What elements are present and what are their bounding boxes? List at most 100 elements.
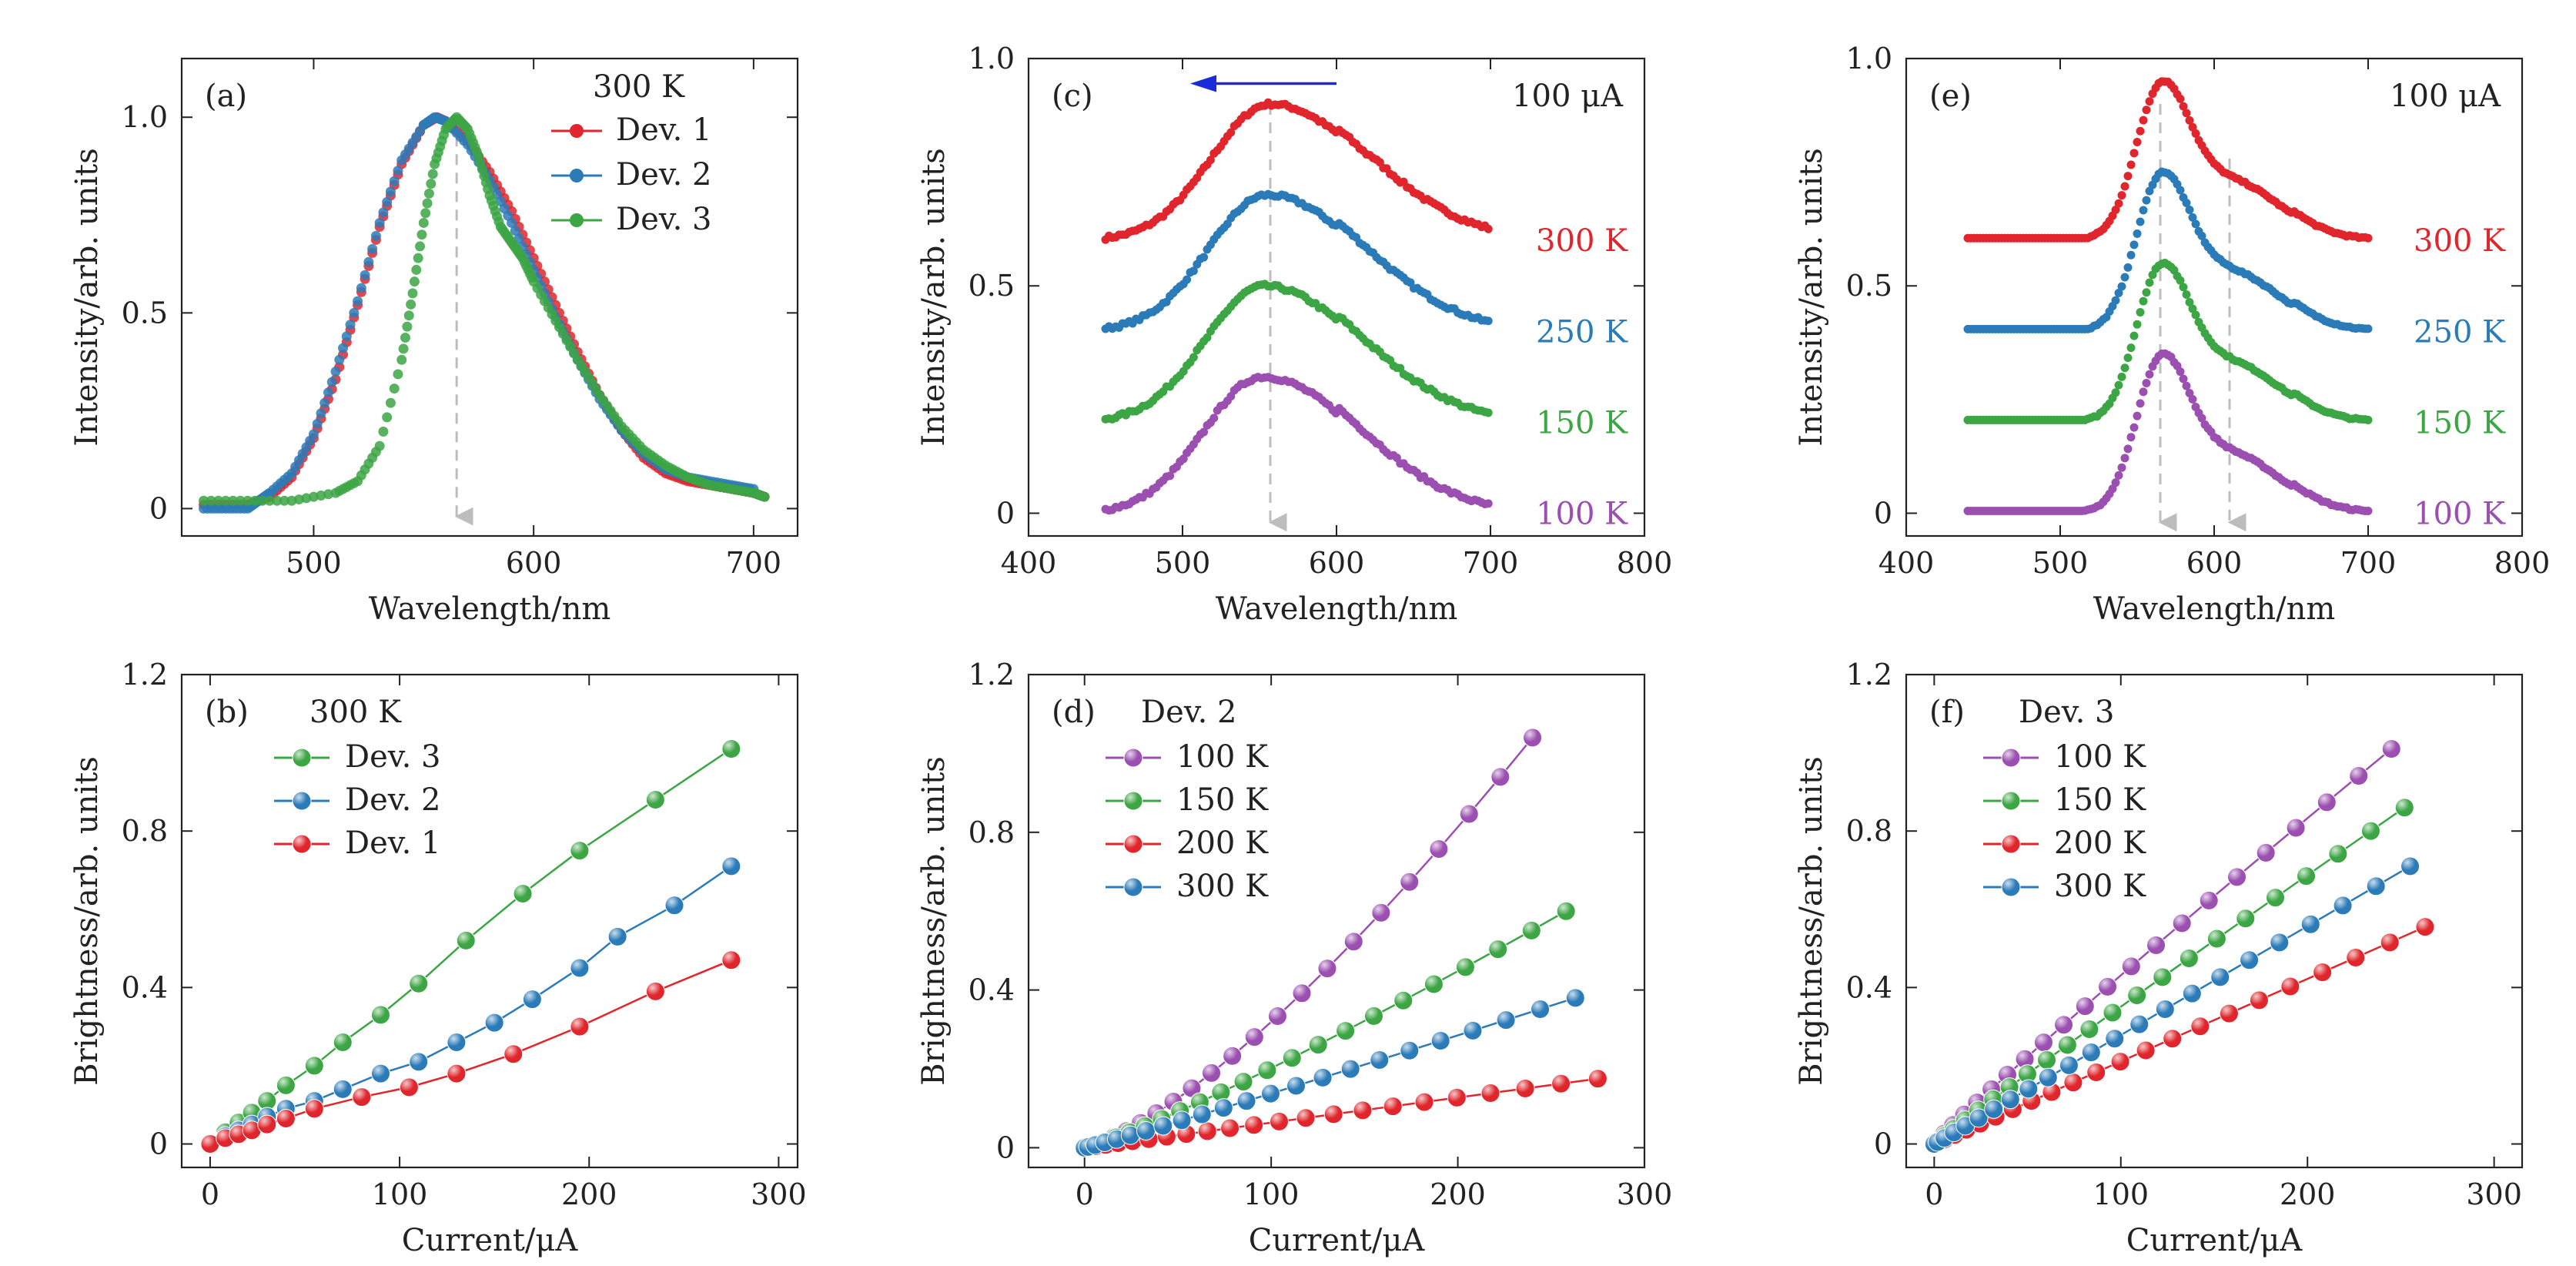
data-point-shade	[2270, 933, 2289, 952]
data-point-shade	[1456, 957, 1475, 976]
data-point-shade	[1268, 1006, 1287, 1026]
data-point	[2133, 411, 2142, 420]
data-point-shade	[2346, 948, 2365, 967]
data-point-shade	[570, 841, 589, 860]
data-point-shade	[1261, 1084, 1280, 1104]
data-point-shade	[1522, 921, 1541, 940]
series-label: 300 K	[2414, 223, 2506, 259]
data-point-shade	[2063, 1073, 2083, 1092]
data-point-shade	[1309, 1035, 1328, 1054]
data-point-shade	[2250, 990, 2269, 1010]
data-point	[353, 296, 363, 306]
y-axis-label: Intensity/arb. units	[69, 148, 105, 446]
data-point-shade	[721, 739, 741, 759]
panel-tag: (b)	[205, 695, 249, 730]
panel-tag: (c)	[1052, 79, 1093, 114]
data-point	[2136, 399, 2145, 408]
data-point-shade	[1293, 983, 1312, 1003]
legend-marker-shade	[2002, 835, 2020, 853]
data-point	[2145, 278, 2154, 287]
data-point	[2176, 94, 2185, 103]
panel-tag: (e)	[1929, 79, 1972, 114]
data-point	[2364, 233, 2373, 243]
data-point-shade	[1490, 767, 1510, 786]
data-point	[345, 320, 356, 330]
data-point-shade	[1223, 1047, 1242, 1066]
data-point-shade	[1211, 1083, 1230, 1102]
data-point-shade	[2200, 891, 2219, 910]
data-point	[2120, 182, 2129, 191]
series-250-k	[1963, 167, 2373, 333]
series-300-k	[1101, 98, 1493, 244]
data-point	[2179, 102, 2188, 111]
y-tick-label: 0.8	[122, 814, 168, 848]
data-point	[2133, 320, 2142, 329]
data-point-shade	[2183, 984, 2202, 1003]
data-point	[2136, 217, 2145, 226]
data-point-shade	[2349, 766, 2368, 785]
data-point-shade	[2058, 1036, 2077, 1055]
legend-marker	[570, 124, 584, 138]
data-point	[393, 166, 403, 176]
data-point	[2123, 263, 2133, 272]
y-axis-label: Intensity/arb. units	[1794, 148, 1829, 446]
data-point	[400, 333, 410, 343]
data-point-shade	[1481, 1083, 1500, 1103]
x-tick-label: 400	[1878, 546, 1935, 580]
shift-arrow-head	[1190, 75, 1216, 92]
data-point-shade	[2156, 1000, 2175, 1019]
data-point	[2145, 97, 2154, 106]
data-point	[510, 226, 520, 236]
data-point	[2117, 191, 2126, 200]
data-point	[264, 495, 275, 506]
data-point-shade	[1336, 1021, 1355, 1040]
data-point	[279, 495, 289, 506]
data-point	[396, 354, 407, 365]
data-point	[235, 495, 246, 506]
data-point-shade	[1270, 1112, 1289, 1131]
series-150-k	[1924, 798, 2414, 1154]
data-point-shade	[1237, 1091, 1256, 1110]
x-tick-label: 0	[1076, 1177, 1094, 1211]
legend-title: Dev. 2	[1141, 695, 1236, 730]
y-tick-label: 0.5	[122, 296, 168, 330]
data-point-shade	[2382, 739, 2401, 759]
data-point	[406, 299, 417, 310]
series-dev-3	[199, 112, 770, 506]
data-point	[2176, 186, 2185, 195]
data-point-shade	[305, 1056, 324, 1075]
y-tick-label: 0.5	[969, 269, 1015, 303]
data-point-shade	[1984, 1100, 2003, 1119]
data-point-shade	[1173, 1110, 1192, 1130]
data-point-shade	[2042, 1083, 2061, 1102]
data-point	[2182, 199, 2191, 208]
data-point	[341, 331, 352, 342]
data-point	[2139, 206, 2148, 215]
data-point-shade	[200, 1134, 219, 1154]
data-point	[374, 217, 385, 228]
data-point	[2191, 129, 2200, 138]
data-point-shade	[2333, 896, 2353, 915]
data-point	[2182, 381, 2191, 390]
legend-marker-shade	[293, 835, 311, 853]
data-point-shade	[1220, 1119, 1239, 1138]
data-point-shade	[2163, 1029, 2182, 1048]
y-tick-label: 0	[996, 1130, 1015, 1164]
data-point-shade	[257, 1091, 276, 1110]
data-point-shade	[1424, 975, 1444, 994]
data-point	[367, 243, 378, 254]
data-point-shade	[2240, 950, 2259, 970]
data-point-shade	[2018, 1064, 2037, 1083]
x-tick-label: 100	[2093, 1177, 2149, 1211]
data-point	[1199, 253, 1209, 262]
data-point	[1203, 333, 1212, 342]
data-point-shade	[1234, 1072, 1253, 1091]
data-point	[243, 495, 253, 506]
data-point	[759, 491, 770, 502]
legend-title: Dev. 3	[2019, 695, 2114, 730]
data-point-shade	[1431, 1031, 1450, 1050]
data-point	[378, 426, 389, 437]
data-point	[338, 343, 349, 353]
data-point	[220, 495, 231, 506]
x-axis-label: Wavelength/nm	[2093, 591, 2336, 627]
